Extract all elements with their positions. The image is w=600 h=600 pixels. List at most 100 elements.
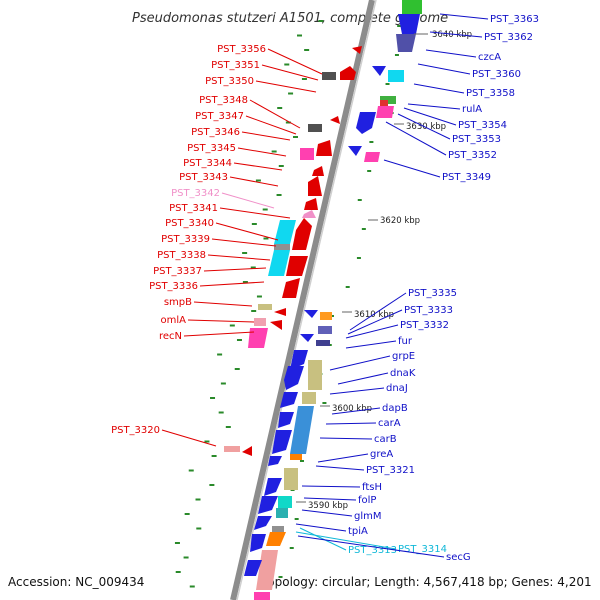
gene-label[interactable]: carB <box>374 434 397 445</box>
gene-label[interactable]: rulA <box>462 104 482 115</box>
gene-label[interactable]: PST_3358 <box>466 88 515 99</box>
gene-label[interactable]: omlA <box>161 315 187 326</box>
gene-arrow <box>396 34 416 52</box>
gene-label[interactable]: czcA <box>478 52 501 63</box>
gc-dot <box>356 257 361 259</box>
gene-label[interactable]: PST_3321 <box>366 465 415 476</box>
gene-arrow <box>272 430 292 454</box>
gene-block <box>272 526 284 532</box>
gene-label[interactable]: fur <box>398 336 413 347</box>
gene-arrow <box>340 66 356 80</box>
gene-label[interactable]: glmM <box>354 511 382 522</box>
accession-text: Accession: NC_009434 <box>8 575 144 589</box>
gene-label[interactable]: folP <box>358 495 376 506</box>
leader-line <box>203 267 267 272</box>
gene-arrow <box>304 310 318 318</box>
gene-label[interactable]: PST_3350 <box>205 76 254 87</box>
gc-dot <box>204 440 210 443</box>
leader-line <box>407 103 461 110</box>
gene-block <box>308 360 322 390</box>
gene-label[interactable]: grpE <box>392 351 415 362</box>
gc-dot <box>361 228 366 230</box>
gene-label[interactable]: PST_3313 <box>348 545 397 556</box>
leader-line <box>207 254 271 261</box>
leader-line <box>425 49 477 58</box>
gc-dot <box>318 20 324 22</box>
leader-line <box>315 465 365 471</box>
gene-label[interactable]: smpB <box>164 297 192 308</box>
gc-dot <box>276 194 282 196</box>
gene-label[interactable]: PST_3343 <box>179 172 228 183</box>
genome-backbone <box>230 0 375 600</box>
gc-dot <box>251 223 257 225</box>
leader-line <box>301 485 361 488</box>
backbone-highlight <box>236 0 377 600</box>
gene-label[interactable]: carA <box>378 418 401 429</box>
gene-label[interactable]: PST_3332 <box>400 320 449 331</box>
gc-dot <box>292 136 298 138</box>
gc-dot <box>369 141 374 143</box>
gc-dot <box>184 513 190 515</box>
leader-line <box>295 523 347 532</box>
leader-line <box>345 324 399 339</box>
gene-block <box>274 244 290 250</box>
gene-label[interactable]: greA <box>370 449 393 460</box>
gene-label[interactable]: recN <box>159 331 182 342</box>
gc-dot <box>242 281 248 283</box>
gene-block <box>402 0 422 14</box>
gene-label[interactable]: tpiA <box>348 526 368 537</box>
gene-label[interactable]: PST_3338 <box>157 250 206 261</box>
gene-label[interactable]: dapB <box>382 403 408 414</box>
gene-label[interactable]: PST_3339 <box>161 234 210 245</box>
gene-label[interactable]: PST_3341 <box>169 203 218 214</box>
gene-label[interactable]: secG <box>446 552 471 563</box>
gc-dot <box>289 547 294 549</box>
pseudo-gene <box>302 210 316 218</box>
gene-arrow <box>250 534 266 552</box>
gc-dot <box>285 121 291 124</box>
gc-dot <box>211 455 217 457</box>
gene-label[interactable]: PST_3344 <box>183 158 232 169</box>
gene-arrow <box>254 516 272 530</box>
gene-label[interactable]: PST_3346 <box>191 127 240 138</box>
gene-label[interactable]: PST_3363 <box>490 14 539 25</box>
gene-label[interactable]: PST_3320 <box>111 425 160 436</box>
gene-label[interactable]: PST_3340 <box>165 218 214 229</box>
gene-label[interactable]: dnaJ <box>386 383 408 394</box>
gc-dot <box>278 165 284 167</box>
gene-block <box>308 124 322 132</box>
gene-label[interactable]: PST_3337 <box>153 266 202 277</box>
leader-line <box>301 509 353 517</box>
gene-label[interactable]: PST_3347 <box>195 111 244 122</box>
gene-label[interactable]: PST_3349 <box>442 172 491 183</box>
gene-label[interactable]: PST_3345 <box>187 143 236 154</box>
gene-label[interactable]: PST_3360 <box>472 69 521 80</box>
gene-label[interactable]: PST_3335 <box>408 288 457 299</box>
gene-label[interactable]: PST_3336 <box>149 281 198 292</box>
gene-arrow <box>356 112 376 134</box>
gene-label[interactable]: PST_3333 <box>404 305 453 316</box>
gene-label[interactable]: PST_3356 <box>217 44 266 55</box>
leader-line <box>183 331 255 337</box>
gene-label[interactable]: ftsH <box>362 482 382 493</box>
gene-label[interactable]: PST_3362 <box>484 32 533 43</box>
gene-label[interactable]: PST_3354 <box>458 120 507 131</box>
leader-line <box>297 535 445 558</box>
gene-label[interactable]: PST_3348 <box>199 95 248 106</box>
gene-block <box>380 100 388 106</box>
gene-label[interactable]: PST_3342 <box>171 188 220 199</box>
gene-label[interactable]: PST_3352 <box>448 150 497 161</box>
leader-line <box>417 63 471 75</box>
leader-line <box>383 159 441 178</box>
gene-label[interactable]: PST_3314 <box>398 544 447 555</box>
leader-line <box>347 309 403 335</box>
gene-block <box>276 508 288 518</box>
gene-block <box>268 250 290 276</box>
leader-line <box>187 319 255 323</box>
gene-arrow <box>292 218 312 250</box>
gene-label[interactable]: dnaK <box>390 368 416 379</box>
gene-arrow <box>330 116 340 124</box>
gene-label[interactable]: PST_3351 <box>211 60 260 71</box>
gene-block <box>258 304 272 310</box>
gene-label[interactable]: PST_3353 <box>452 134 501 145</box>
